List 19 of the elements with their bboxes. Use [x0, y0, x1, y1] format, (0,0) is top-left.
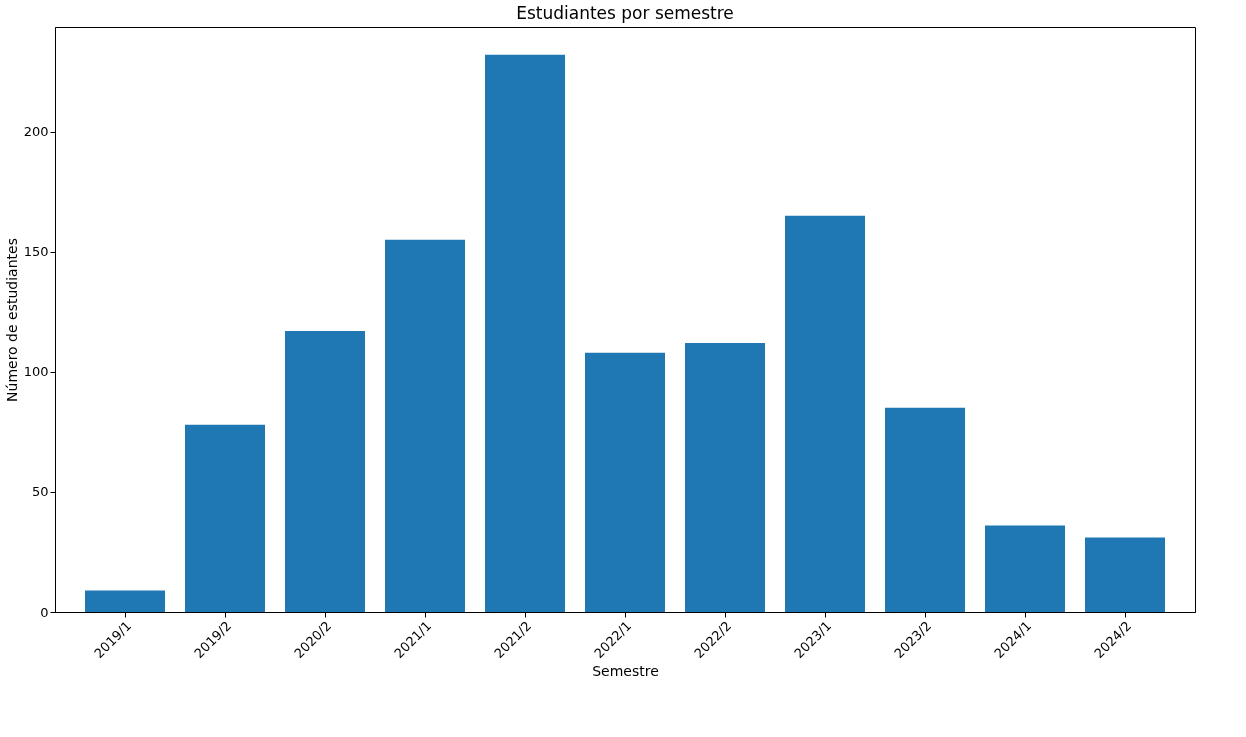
bar	[685, 343, 765, 612]
bar	[785, 215, 865, 612]
bar	[485, 54, 565, 612]
y-axis-title: Número de estudiantes	[3, 238, 20, 402]
y-tick-label: 50	[31, 484, 49, 500]
bar	[285, 331, 365, 612]
bar	[185, 424, 265, 612]
y-tick-label: 100	[23, 364, 49, 380]
chart-title: Estudiantes por semestre	[516, 3, 734, 23]
bar	[585, 352, 665, 612]
y-tick-label: 0	[40, 604, 49, 620]
x-axis-title: Semestre	[592, 663, 659, 680]
bar	[885, 407, 965, 612]
bar	[85, 590, 165, 612]
bar	[385, 239, 465, 612]
y-tick-label: 150	[23, 244, 49, 260]
bar	[1085, 537, 1165, 612]
bar	[985, 525, 1065, 612]
y-tick-label: 200	[23, 124, 49, 140]
